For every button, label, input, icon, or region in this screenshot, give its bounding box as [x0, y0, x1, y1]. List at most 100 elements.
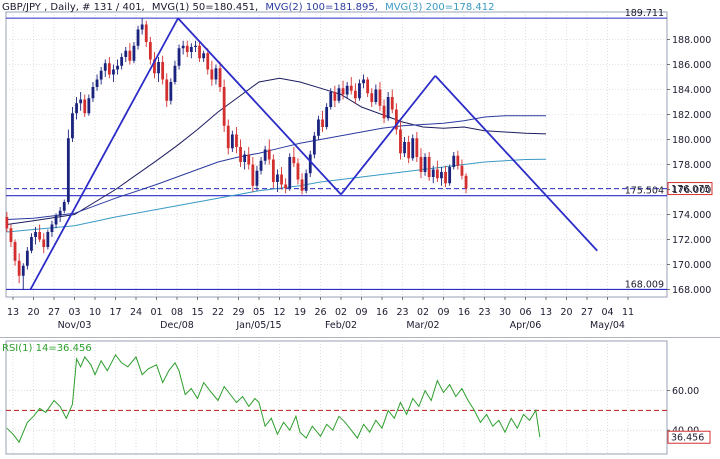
x-tick-label: 27 [48, 307, 60, 318]
candle-body [218, 68, 222, 87]
x-tick-label: 27 [581, 307, 593, 318]
candle-body [103, 63, 107, 71]
x-tick-label: 10 [89, 307, 101, 318]
price-levels: 189.711 175.504 168.009 176.075 [6, 8, 713, 290]
month-label: Nov/03 [58, 320, 92, 331]
mvg2-label: MVG(2) 100=181.895, [265, 2, 378, 13]
candle-body [210, 69, 214, 80]
candle-body [407, 142, 411, 159]
y-tick-label: 182.000 [672, 110, 711, 121]
candle-body [95, 79, 99, 87]
x-tick-label: 03 [68, 307, 80, 318]
x-tick-label: 05 [253, 307, 265, 318]
x-tick-label: 29 [232, 307, 244, 318]
moving-averages [6, 77, 547, 233]
candle-body [452, 155, 456, 167]
candle-body [358, 83, 361, 99]
trendline [177, 17, 342, 196]
x-tick-label: 30 [499, 307, 511, 318]
candle-body [243, 154, 247, 162]
moving-average-line [6, 158, 547, 233]
candle-body [337, 88, 341, 101]
candle-body [235, 134, 238, 147]
x-tick-label: 16 [458, 307, 470, 318]
price-level-label: 189.711 [625, 8, 664, 19]
x-tick-label: 22 [212, 307, 224, 318]
trendlines [29, 17, 598, 290]
candle-body [189, 47, 193, 52]
candle-body [124, 50, 128, 57]
candle-body [169, 82, 173, 101]
candle-body [292, 157, 296, 164]
candle-body [165, 79, 169, 101]
mvg1-label: MVG(1) 50=180.451, [152, 2, 258, 13]
candle-body [181, 45, 185, 49]
x-tick-label: 02 [335, 307, 347, 318]
candle-body [403, 142, 406, 154]
x-tick-label: 12 [273, 307, 285, 318]
rsi-header: RSI(1) 14=36.456 [2, 343, 92, 354]
candle-body [288, 157, 292, 189]
candle-body [157, 62, 160, 74]
candle-body [206, 53, 210, 70]
x-tick-label: 23 [478, 307, 490, 318]
candle-body [456, 155, 460, 166]
candle-body [230, 134, 234, 149]
trendline [434, 75, 598, 252]
candle-body [304, 173, 308, 191]
moving-average-line [6, 77, 547, 225]
candle-body [91, 87, 95, 99]
candle-body [345, 85, 349, 95]
y-tick-label: 188.000 [672, 35, 711, 46]
candle-body [148, 42, 152, 60]
month-label: May/04 [590, 320, 625, 331]
rsi-last-value-label: 36.456 [671, 433, 704, 444]
trendline [29, 17, 179, 290]
candle-body [464, 175, 468, 189]
candle-body [54, 215, 58, 225]
x-tick-label: 20 [27, 307, 39, 318]
candle-body [13, 242, 17, 261]
candle-body [173, 65, 177, 82]
candle-body [214, 68, 218, 80]
candle-body [116, 65, 119, 70]
candle-body [112, 69, 115, 75]
candle-body [329, 92, 333, 107]
month-label: Feb/02 [325, 320, 357, 331]
last-price-box [667, 182, 713, 196]
candle-body [38, 232, 42, 240]
candle-body [58, 210, 62, 216]
candle-body [370, 93, 374, 102]
candle-body [140, 24, 144, 30]
candle-body [66, 138, 70, 202]
x-tick-label: 11 [622, 307, 634, 318]
y-tick-label: 174.000 [672, 210, 711, 221]
candle-body [366, 79, 370, 94]
candle-body [9, 228, 13, 242]
rsi-y-tick-label: 60.00 [672, 386, 699, 397]
candle-body [308, 154, 312, 174]
candle-body [427, 157, 431, 177]
candle-body [382, 105, 386, 119]
y-tick-label: 170.000 [672, 260, 711, 271]
candle-body [296, 163, 300, 180]
candle-body [30, 237, 33, 251]
candle-body [185, 45, 189, 52]
candle-body [440, 172, 443, 179]
candle-body [259, 160, 263, 171]
candle-body [267, 149, 271, 160]
candle-body [321, 119, 324, 127]
x-tick-label: 15 [191, 307, 203, 318]
y-tick-label: 178.000 [672, 160, 711, 171]
candle-body [353, 90, 357, 99]
rsi-panel-frame [5, 340, 668, 455]
candle-body [107, 63, 111, 75]
candle-body [226, 125, 230, 149]
symbol-label: GBP/JPY [2, 2, 42, 13]
candle-body [386, 97, 390, 119]
candle-body [255, 170, 259, 186]
candle-body [341, 88, 345, 95]
candle-body [239, 147, 242, 162]
